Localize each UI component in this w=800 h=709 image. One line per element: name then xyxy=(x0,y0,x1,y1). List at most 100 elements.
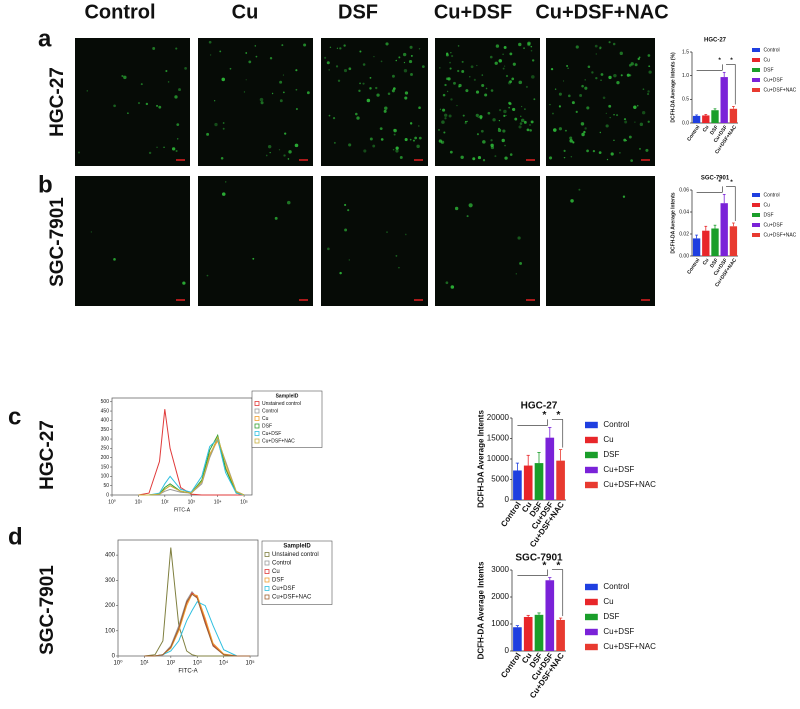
cell-fluorescence xyxy=(214,122,218,127)
cell-fluorescence xyxy=(393,133,396,136)
y-tick-label: 400 xyxy=(101,418,110,424)
cell-fluorescence xyxy=(569,139,573,143)
y-axis-title: DCFH-DA Average Intents xyxy=(477,561,486,659)
x-tick-label: 10³ xyxy=(193,661,202,667)
y-tick-label: 50 xyxy=(103,483,109,489)
cell-fluorescence xyxy=(594,44,598,48)
cell-fluorescence xyxy=(608,75,612,80)
bar xyxy=(523,616,533,651)
cell-fluorescence xyxy=(599,131,602,134)
histogram-line xyxy=(138,433,245,496)
legend-label: DSF xyxy=(262,423,272,429)
cell-fluorescence xyxy=(395,255,398,257)
cell-fluorescence xyxy=(613,139,615,142)
cell-fluorescence xyxy=(339,271,342,275)
x-tick-label: 10⁰ xyxy=(113,660,123,667)
cell-fluorescence xyxy=(492,118,496,122)
cell-fluorescence xyxy=(647,120,650,123)
cell-fluorescence xyxy=(259,97,264,102)
legend-label: Control xyxy=(764,47,780,53)
cell-fluorescence xyxy=(254,45,257,47)
cell-fluorescence xyxy=(571,101,575,105)
cell-fluorescence xyxy=(578,188,581,191)
cell-fluorescence xyxy=(600,79,602,82)
cell-fluorescence xyxy=(520,118,525,123)
y-tick-label: 500 xyxy=(101,399,110,405)
bar xyxy=(513,627,522,651)
histogram-line xyxy=(138,435,245,496)
cell-fluorescence xyxy=(403,69,408,73)
x-tick-label: 10³ xyxy=(188,499,196,505)
y-tick-label: 3000 xyxy=(491,565,509,574)
bar xyxy=(711,110,719,123)
cell-fluorescence xyxy=(399,155,403,159)
cell-fluorescence xyxy=(619,152,621,154)
legend-swatch xyxy=(752,68,760,72)
y-tick-label: 450 xyxy=(101,408,110,414)
cell-fluorescence xyxy=(395,149,399,153)
cell-fluorescence xyxy=(347,209,350,212)
cell-fluorescence xyxy=(616,80,620,85)
cell-fluorescence xyxy=(466,120,468,123)
cell-fluorescence xyxy=(498,108,502,112)
x-tick-label: 10⁰ xyxy=(108,499,116,505)
cell-fluorescence xyxy=(494,61,498,65)
y-tick-label: 15000 xyxy=(487,434,510,443)
cell-fluorescence xyxy=(222,122,225,124)
legend-label: Cu xyxy=(603,435,613,444)
cell-fluorescence xyxy=(549,103,551,106)
cell-fluorescence xyxy=(646,92,650,96)
legend-swatch xyxy=(752,193,760,197)
y-tick-label: 0 xyxy=(505,646,510,655)
bar xyxy=(534,614,544,651)
cell-fluorescence xyxy=(598,151,602,155)
cell-fluorescence xyxy=(243,91,246,93)
cell-fluorescence xyxy=(586,149,589,153)
cell-fluorescence xyxy=(176,138,179,140)
cell-fluorescence xyxy=(152,47,156,50)
cell-fluorescence xyxy=(333,141,336,144)
cell-fluorescence xyxy=(606,158,609,161)
cell-fluorescence xyxy=(444,113,448,117)
cell-fluorescence xyxy=(410,54,413,57)
cell-fluorescence xyxy=(348,67,352,71)
row-label: SGC-7901 xyxy=(37,565,58,655)
cell-fluorescence xyxy=(328,68,331,71)
cell-fluorescence xyxy=(359,82,361,85)
cell-fluorescence xyxy=(508,101,511,105)
cell-fluorescence xyxy=(529,124,531,126)
x-tick-label: Control xyxy=(499,651,523,679)
cell-fluorescence xyxy=(376,93,380,97)
y-tick-label: 100 xyxy=(105,628,116,634)
legend-swatch xyxy=(254,431,260,436)
cell-fluorescence xyxy=(600,73,604,76)
cell-fluorescence xyxy=(278,149,281,151)
cell-fluorescence xyxy=(362,82,365,85)
cell-fluorescence xyxy=(123,75,127,80)
cell-fluorescence xyxy=(421,65,425,69)
legend-swatch xyxy=(585,421,598,429)
x-tick-label: 10² xyxy=(161,499,169,505)
cell-fluorescence xyxy=(526,128,530,132)
cell-fluorescence xyxy=(444,83,447,87)
cell-fluorescence xyxy=(408,59,413,64)
cell-fluorescence xyxy=(403,61,406,64)
cell-fluorescence xyxy=(184,67,187,70)
cell-fluorescence xyxy=(178,88,181,92)
cell-fluorescence xyxy=(484,93,488,97)
cell-fluorescence xyxy=(623,138,627,142)
cell-fluorescence xyxy=(271,92,274,95)
cell-fluorescence xyxy=(121,74,124,78)
cell-fluorescence xyxy=(515,273,518,275)
cell-fluorescence xyxy=(587,65,591,69)
cell-fluorescence xyxy=(622,195,626,198)
cell-fluorescence xyxy=(583,130,586,134)
cell-fluorescence xyxy=(274,216,278,220)
cell-fluorescence xyxy=(449,150,453,154)
cell-fluorescence xyxy=(260,101,264,105)
cell-fluorescence xyxy=(508,106,511,109)
legend-label: Cu+DSF+NAC xyxy=(764,232,797,238)
cell-fluorescence xyxy=(450,52,452,54)
cell-fluorescence xyxy=(359,50,362,53)
